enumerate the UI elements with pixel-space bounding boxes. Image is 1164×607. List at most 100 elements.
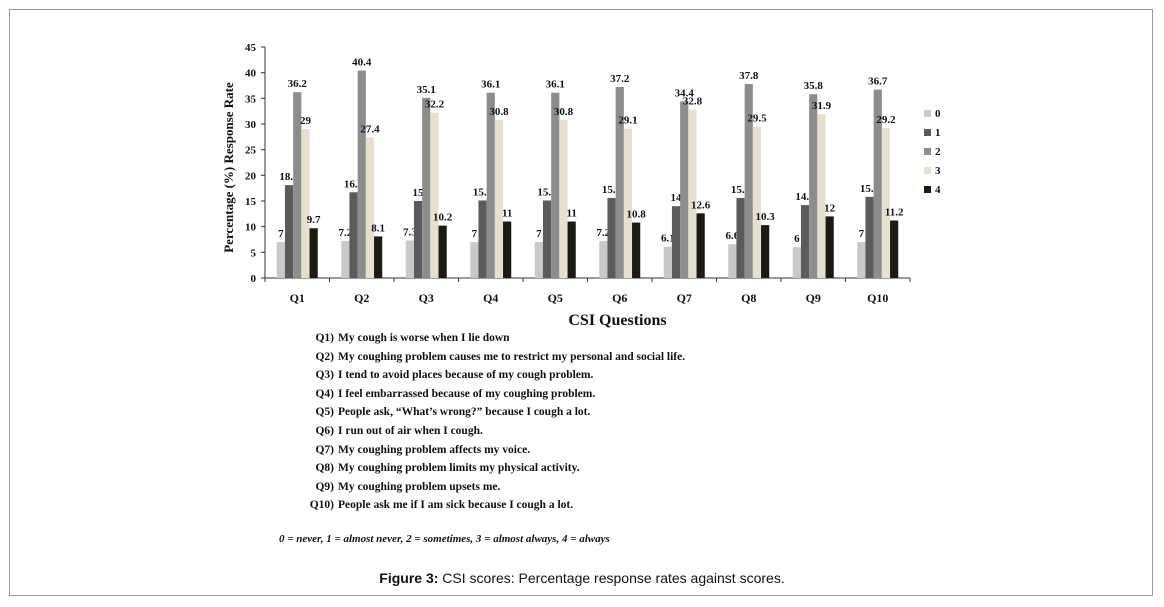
bar [422,97,431,278]
bar [607,197,616,278]
data-label: 7 [278,228,284,240]
question-number: Q3) [315,369,334,382]
data-label: 35.1 [417,84,436,96]
legend-swatch [924,110,931,117]
bar [663,246,672,278]
bar [567,221,576,278]
bar [857,242,866,278]
y-tick-label: 15 [245,196,257,208]
data-label: 29.1 [618,115,637,127]
y-tick-label: 45 [245,42,257,54]
bar [761,225,770,278]
x-tick-label: Q3 [419,291,434,305]
y-axis-title: Percentage (%) Response Rate [221,82,236,253]
question-number: Q1) [315,332,334,344]
bar [284,185,294,278]
legend-label: 4 [935,184,941,196]
bar [542,200,552,278]
data-label: 6.1 [661,233,675,245]
bar [301,129,310,278]
question-item: Q3) I tend to avoid places because of my … [300,366,820,385]
legend-swatch [924,167,931,174]
data-label: 36.1 [481,79,500,91]
question-item: Q1) My cough is worse when I lie down [300,329,820,348]
x-tick-label: Q10 [867,291,888,305]
bar [503,221,512,278]
data-label: 7.2 [596,227,610,239]
bar [293,92,302,278]
data-label: 40.4 [352,57,372,69]
bar [478,200,487,278]
data-label: 30.8 [489,106,509,118]
bar [632,222,641,278]
bar [688,109,697,278]
legend-label: 1 [935,127,941,139]
bar [744,83,753,279]
data-label: 30.8 [554,106,574,118]
bar [736,197,745,278]
bar [728,244,737,278]
question-text: I tend to avoid places because of my cou… [338,369,594,382]
bar [470,242,479,278]
data-label: 7 [536,228,542,240]
data-label: 6 [794,233,800,245]
question-text: My cough is worse when I lie down [338,332,510,344]
data-label: 12.6 [691,199,711,211]
bar [599,241,608,278]
y-tick-label: 20 [245,170,257,182]
question-item: Q10) People ask me if I am sick because I… [300,496,820,515]
data-label: 7.2 [338,227,352,239]
caption-label: Figure 3: [379,570,439,586]
bar-chart: 051015202530354045718.136.2299.7Q17.216.… [221,42,941,329]
data-label: 11 [502,208,512,220]
question-text: People ask, “What’s wrong?” because I co… [338,406,591,419]
question-number: Q2) [315,350,334,363]
legend-swatch [924,186,931,193]
caption-text: CSI scores: Percentage response rates ag… [438,570,785,586]
bar [825,216,834,278]
bar [890,220,899,278]
data-label: 6.6 [725,230,739,242]
legend-swatch [924,129,931,136]
data-label: 29 [300,115,312,127]
bar [809,94,818,278]
bar [752,126,762,278]
bar [865,196,874,278]
question-text: My coughing problem causes me to restric… [338,350,686,363]
question-number: Q10) [309,499,334,512]
data-label: 36.2 [288,78,308,90]
bar [559,119,568,278]
question-item: Q4) I feel embarrassed because of my coug… [300,385,820,404]
bar [341,241,350,278]
bar [405,240,414,278]
bar [357,70,366,278]
bar [800,205,810,278]
y-tick-label: 40 [245,68,257,80]
legend-label: 0 [935,108,941,120]
x-axis-title: CSI Questions [568,312,666,329]
data-label: 9.7 [307,214,321,226]
bar [413,201,423,278]
bar [873,89,882,279]
question-number: Q4) [315,387,334,400]
bar [881,128,891,278]
data-label: 7 [472,228,478,240]
bar [696,213,705,278]
question-text: My coughing problem affects my voice. [338,443,531,456]
question-item: Q5) People ask, “What’s wrong?” because I… [300,403,820,422]
question-text: People ask me if I am sick because I cou… [338,499,574,512]
x-tick-label: Q1 [290,291,305,305]
bar [615,87,624,278]
figure-caption: Figure 3: CSI scores: Percentage respons… [0,570,1164,586]
data-label: 35.8 [804,80,824,92]
question-text: I feel embarrassed because of my coughin… [338,387,596,400]
bar [671,206,681,278]
question-list: Q1) My cough is worse when I lie down Q2) M… [300,329,820,515]
bar [374,236,383,278]
y-tick-label: 10 [245,222,257,234]
bar [349,192,358,278]
x-tick-label: Q6 [612,291,627,305]
legend-label: 3 [935,165,941,177]
bar [680,101,689,278]
question-text: I run out of air when I cough. [338,424,483,437]
